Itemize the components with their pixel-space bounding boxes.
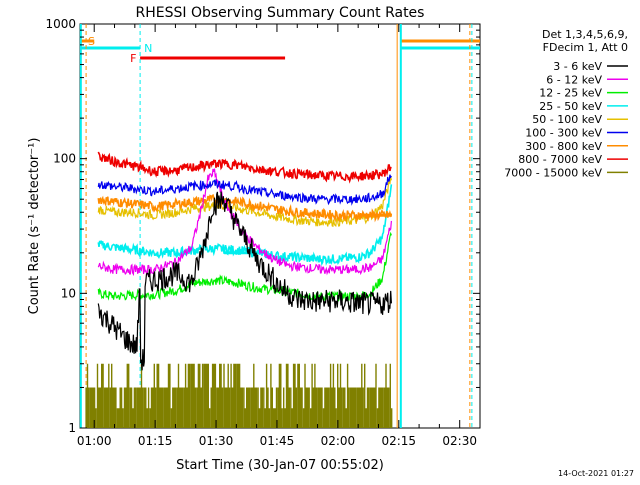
series-line [97, 184, 393, 267]
legend-label: 50 - 100 keV [532, 113, 602, 126]
series-line [97, 191, 392, 371]
y-tick-label: 10 [61, 286, 76, 300]
legend-label: 800 - 7000 keV [518, 153, 602, 166]
legend-label: 7000 - 15000 keV [504, 166, 602, 179]
flag-label-f: F [130, 52, 136, 65]
footer-timestamp: 14-Oct-2021 01:27 [558, 469, 634, 478]
legend-label: 300 - 800 keV [525, 140, 602, 153]
interval-markers [79, 24, 473, 428]
y-axis-ticks: 1 10 100 1000 [45, 17, 480, 435]
flag-label-s: S [88, 35, 95, 48]
series-layer [85, 151, 393, 428]
legend-header-line-2: FDecim 1, Att 0 [543, 41, 628, 54]
legend: Det 1,3,4,5,6,9, FDecim 1, Att 0 3 - 6 k… [504, 28, 628, 179]
legend-label: 12 - 25 keV [539, 87, 602, 100]
flag-bars: S NF [80, 35, 480, 65]
y-axis-label: Count Rate (s⁻¹ detector⁻¹) [27, 138, 42, 315]
series-line [97, 176, 392, 228]
chart-title: RHESSI Observing Summary Count Rates [136, 5, 425, 21]
x-tick-label: 02:15 [381, 434, 416, 448]
legend-label: 6 - 12 keV [546, 73, 602, 86]
y-tick-label: 100 [53, 152, 76, 166]
series-line [97, 151, 392, 184]
legend-label: 25 - 50 keV [539, 100, 602, 113]
series-line [97, 174, 392, 206]
x-axis-label: Start Time (30-Jan-07 00:55:02) [176, 458, 384, 473]
legend-label: 100 - 300 keV [525, 127, 602, 140]
legend-header-line-1: Det 1,3,4,5,6,9, [542, 28, 628, 41]
series-line [85, 363, 393, 428]
x-tick-label: 01:30 [199, 434, 234, 448]
x-axis-ticks: 01:00 01:15 01:30 01:45 02:00 02:15 02:30 [77, 24, 481, 448]
x-tick-label: 02:30 [442, 434, 477, 448]
y-tick-label: 1000 [45, 17, 76, 31]
flag-label-n: N [144, 42, 152, 55]
series-line [97, 193, 393, 223]
x-tick-label: 01:15 [138, 434, 173, 448]
x-tick-label: 01:45 [260, 434, 295, 448]
x-tick-label: 02:00 [321, 434, 356, 448]
y-tick-label: 1 [68, 421, 76, 435]
x-tick-label: 01:00 [77, 434, 112, 448]
legend-label: 3 - 6 keV [553, 60, 602, 73]
